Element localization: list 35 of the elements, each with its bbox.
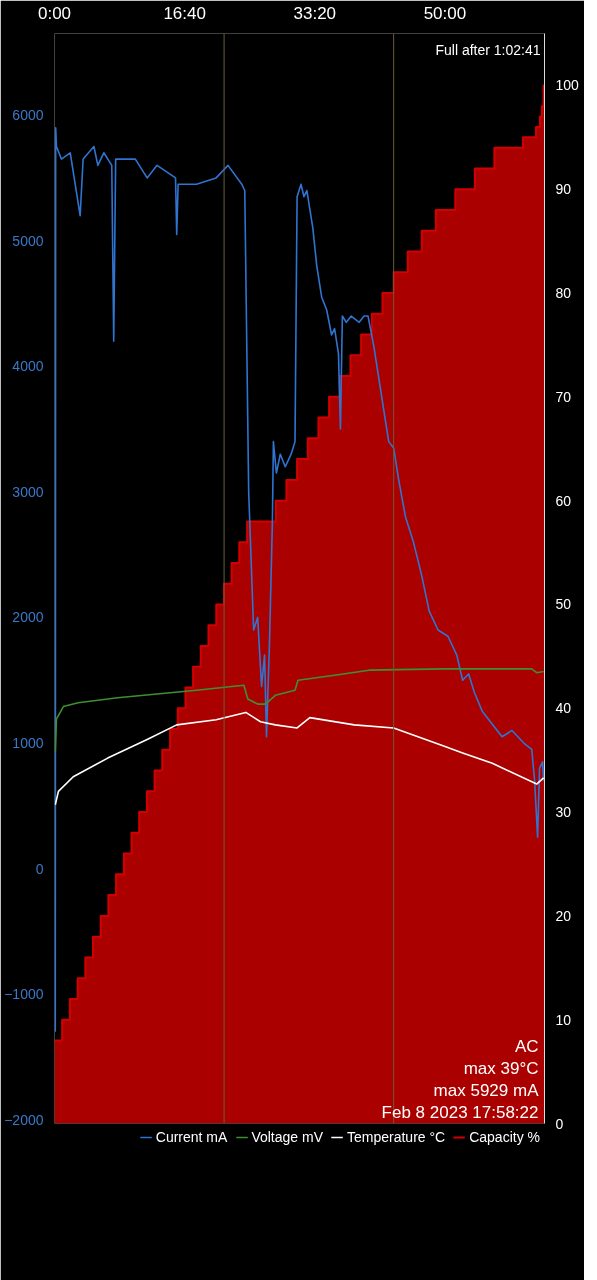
annotation: AC: [514, 1036, 539, 1056]
y2-tick-label: 30: [555, 804, 572, 821]
y-tick-label: 4000: [12, 358, 44, 375]
y2-tick-label: 20: [555, 907, 572, 924]
y-tick-label: 6000: [12, 107, 44, 124]
y2-tick-label: 0: [555, 1115, 564, 1132]
x-tick-label: 0:00: [37, 3, 72, 23]
y2-tick-label: 60: [555, 492, 572, 509]
x-tick-label: 50:00: [423, 3, 467, 23]
legend-label: Voltage mV: [251, 1129, 323, 1145]
y-tick-label: 0: [35, 860, 44, 877]
y2-tick-label: 80: [555, 285, 572, 302]
x-tick-label: 16:40: [163, 3, 206, 23]
y-tick-label: 1000: [12, 735, 44, 751]
legend-label: Capacity %: [469, 1129, 540, 1145]
y-tick-label: −2000: [4, 1111, 44, 1128]
line-series: [54, 711, 545, 806]
y2-tick-label: 40: [555, 700, 572, 717]
annotation: max 39°C: [463, 1058, 539, 1078]
y2-tick-label: 100: [555, 77, 580, 94]
annotation: Feb 8 2023 17:58:22: [381, 1102, 539, 1122]
y-tick-label: 5000: [12, 232, 44, 249]
line-series: [54, 668, 545, 753]
x-tick-label: 33:20: [293, 3, 337, 23]
y2-tick-label: 50: [555, 596, 572, 613]
y-tick-label: −1000: [4, 986, 44, 1003]
y2-tick-label: 10: [555, 1011, 572, 1028]
y-tick-label: 2000: [12, 609, 44, 626]
annotation: Full after 1:02:41: [435, 41, 541, 58]
y-tick-label: 3000: [12, 483, 44, 500]
y2-tick-label: 90: [555, 181, 572, 198]
legend-label: Temperature °C: [346, 1129, 446, 1145]
y2-tick-label: 70: [555, 388, 572, 405]
annotation: max 5929 mA: [433, 1080, 540, 1100]
legend-label: Current mA: [155, 1129, 228, 1145]
